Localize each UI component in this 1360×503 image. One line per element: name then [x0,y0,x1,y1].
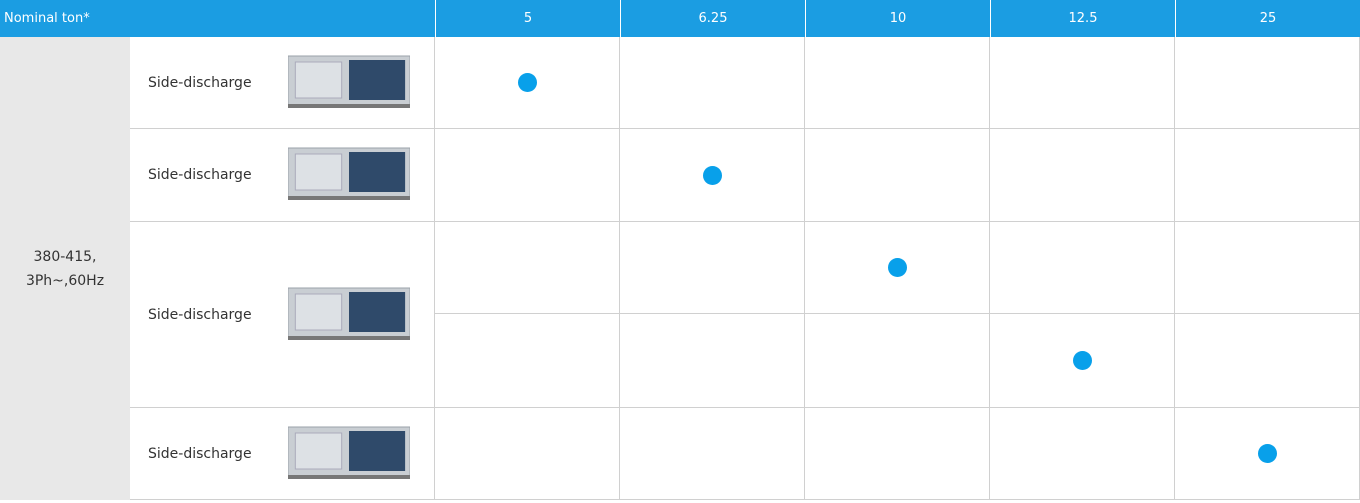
product-label: Side-discharge [148,306,252,323]
ton-cell [620,408,805,500]
product-label: Side-discharge [148,74,252,91]
product-image-wrap [287,421,411,487]
product-label: Side-discharge [148,445,252,462]
header-ton: 25 [1175,0,1360,37]
ton-cell [435,222,620,314]
ton-cell [1175,37,1360,129]
ton-cell [620,129,805,222]
ton-cell [435,314,620,408]
availability-dot [1072,351,1092,370]
availability-dot [1257,444,1277,463]
ton-cell [1175,222,1360,314]
ton-cell [435,37,620,129]
ton-cell [805,222,990,314]
ton-cell [805,129,990,222]
ton-cell [990,408,1175,500]
power-supply-line: 3Ph~,60Hz [25,272,105,289]
ton-cell [990,314,1175,408]
product-image [287,287,411,340]
ton-cell [435,408,620,500]
product-image-wrap [287,50,411,116]
product-cell: Side-discharge [130,37,435,129]
ton-cell [1175,408,1360,500]
ton-cell [805,314,990,408]
product-cell: Side-discharge [130,408,435,500]
header-ton: 5 [435,0,620,37]
ton-cell [1175,129,1360,222]
product-image-wrap [287,142,411,208]
ton-cell [990,37,1175,129]
product-image [287,147,411,200]
header-ton: 12.5 [990,0,1175,37]
header-title: Nominal ton* [0,0,435,37]
product-cell: Side-discharge [130,222,435,408]
ton-cell [1175,314,1360,408]
product-image [287,426,411,479]
header-ton: 6.25 [620,0,805,37]
ton-cell [620,314,805,408]
power-supply-line: 380-415, [33,248,97,265]
ton-cell [805,37,990,129]
header-ton: 10 [805,0,990,37]
product-image-wrap [287,282,411,348]
product-image [287,55,411,108]
ton-cell [620,37,805,129]
ton-cell [990,129,1175,222]
ton-cell [990,222,1175,314]
ton-cell [435,129,620,222]
ton-cell [620,222,805,314]
product-label: Side-discharge [148,167,252,183]
ton-cell [805,408,990,500]
availability-dot [887,258,907,277]
availability-dot [517,73,537,92]
availability-dot [702,165,722,185]
product-cell: Side-discharge [130,129,435,222]
power-supply-cell: 380-415, 3Ph~,60Hz [0,37,130,500]
